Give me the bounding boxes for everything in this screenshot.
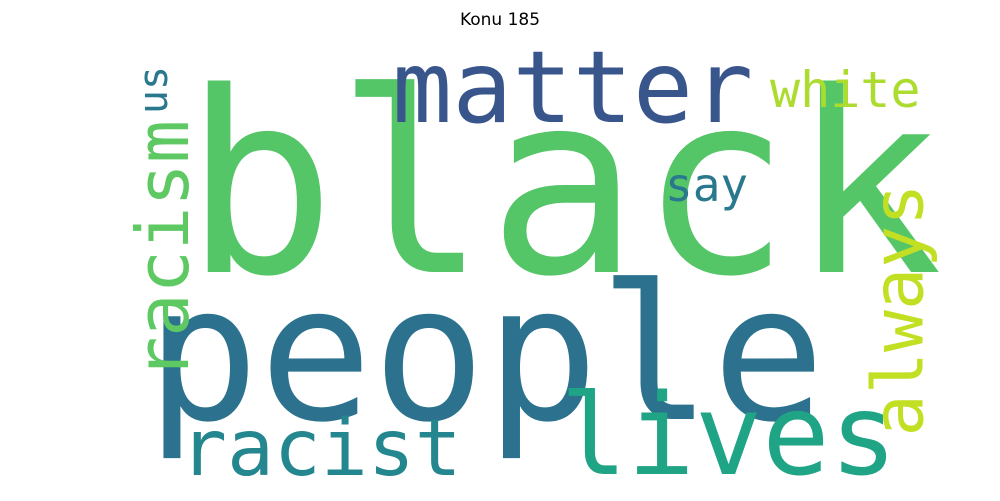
- word-cloud: black people matter lives racism racist …: [80, 29, 943, 493]
- chart-title: Konu 185: [459, 10, 541, 30]
- word-say: say: [665, 158, 749, 212]
- word-racist: racist: [180, 404, 462, 494]
- word-racism: racism: [121, 119, 206, 381]
- word-matter: matter: [392, 29, 754, 146]
- word-lives: lives: [560, 371, 898, 501]
- word-people: people: [146, 245, 826, 464]
- word-white: white: [770, 61, 921, 119]
- word-always: always: [857, 183, 940, 437]
- word-black: black: [184, 39, 943, 332]
- word-us: us: [131, 65, 178, 115]
